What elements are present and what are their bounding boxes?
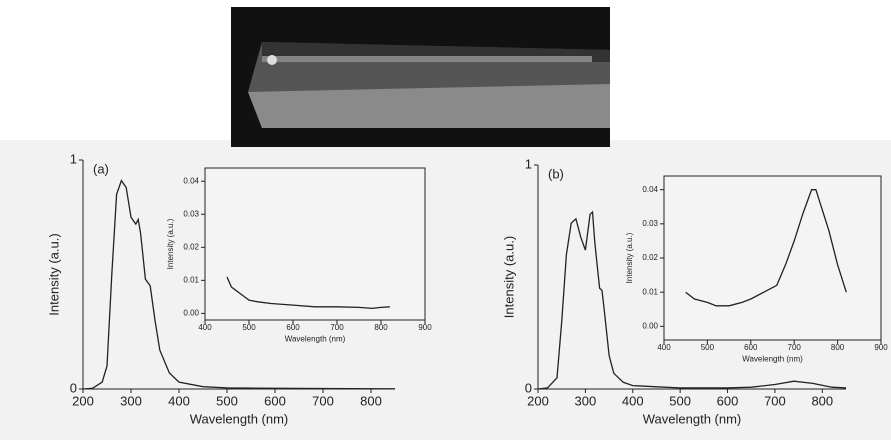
y-tick-label: 0.03 <box>183 209 199 218</box>
x-tick-label: 300 <box>575 393 597 408</box>
y-tick-label: 0.01 <box>642 287 658 296</box>
y-tick-label: 0.03 <box>642 219 658 228</box>
x-tick-label: 700 <box>312 393 334 408</box>
y-tick-label: 0.00 <box>642 321 658 330</box>
x-tick-label: 700 <box>788 343 802 352</box>
plot-frame <box>663 175 882 341</box>
x-tick-label: 500 <box>669 393 691 408</box>
x-axis-title: Wavelength (nm) <box>643 412 742 427</box>
y-tick-label: 0.04 <box>642 185 658 194</box>
x-tick-label: 800 <box>374 323 388 332</box>
x-tick-label: 400 <box>622 393 644 408</box>
x-tick-label: 400 <box>657 343 671 352</box>
y-tick-label: 0.02 <box>183 242 199 251</box>
x-tick-label: 800 <box>360 393 382 408</box>
photo <box>231 7 610 147</box>
x-tick-label: 500 <box>701 343 715 352</box>
spectrum-line <box>82 179 396 390</box>
panel-label: (a) <box>93 161 109 176</box>
x-tick-label: 300 <box>120 393 142 408</box>
spectrum-line <box>685 189 847 307</box>
x-tick-label: 400 <box>198 323 212 332</box>
x-tick-label: 500 <box>216 393 238 408</box>
x-tick-label: 600 <box>286 323 300 332</box>
y-tick-label: 0.00 <box>183 309 199 318</box>
x-tick-label: 900 <box>418 323 432 332</box>
spectrum-line <box>537 210 847 390</box>
spectrum-line <box>226 276 390 310</box>
x-tick-label: 800 <box>811 393 833 408</box>
x-tick-label: 600 <box>717 393 739 408</box>
y-tick-label: 0 <box>70 380 77 395</box>
y-axis-title: Intensity (a.u.) <box>501 236 516 318</box>
x-tick-label: 500 <box>242 323 256 332</box>
y-axis-title: Intensity (a.u.) <box>166 218 175 269</box>
y-tick-label: 0.02 <box>642 253 658 262</box>
x-tick-label: 200 <box>72 393 94 408</box>
x-tick-label: 900 <box>874 343 888 352</box>
y-tick-label: 1 <box>70 151 77 166</box>
x-tick-label: 700 <box>330 323 344 332</box>
y-tick-label: 0.04 <box>183 176 199 185</box>
x-tick-label: 700 <box>764 393 786 408</box>
y-tick-label: 1 <box>525 156 532 171</box>
x-tick-label: 800 <box>831 343 845 352</box>
y-tick-label: 0 <box>525 380 532 395</box>
x-axis-title: Wavelength (nm) <box>190 412 289 427</box>
y-tick-label: 0.01 <box>183 275 199 284</box>
panel-label: (b) <box>548 166 564 181</box>
plot-frame <box>204 167 426 321</box>
y-axis-title: Intensity (a.u.) <box>46 233 61 315</box>
x-tick-label: 200 <box>527 393 549 408</box>
x-tick-label: 600 <box>264 393 286 408</box>
x-tick-label: 600 <box>744 343 758 352</box>
y-axis-title: Intensity (a.u.) <box>625 232 634 283</box>
x-tick-label: 400 <box>168 393 190 408</box>
x-axis-title: Wavelength (nm) <box>285 334 346 343</box>
x-axis-title: Wavelength (nm) <box>742 354 803 363</box>
